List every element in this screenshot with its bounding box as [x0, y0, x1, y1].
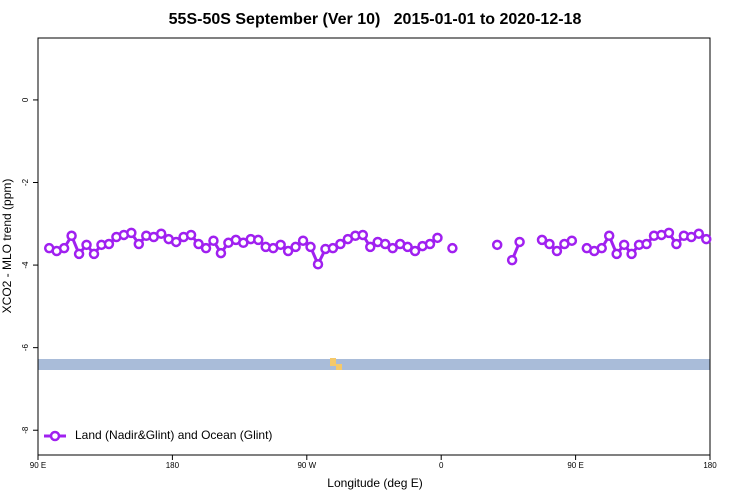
- data-point: [424, 238, 436, 250]
- data-point: [170, 236, 182, 248]
- data-point: [185, 229, 197, 241]
- data-point: [611, 248, 622, 260]
- data-point: [208, 235, 219, 246]
- surface-strip: [38, 359, 710, 370]
- data-point: [215, 247, 227, 259]
- legend-label: Land (Nadir&Glint) and Ocean (Glint): [75, 428, 272, 442]
- data-point: [275, 239, 286, 251]
- data-point: [506, 254, 518, 266]
- data-point: [365, 241, 376, 253]
- data-point: [379, 238, 391, 250]
- data-point: [73, 248, 85, 260]
- y-tick-label: -4: [21, 261, 30, 269]
- x-axis-label: Longitude (deg E): [327, 476, 422, 490]
- data-point: [693, 228, 705, 239]
- x-tick-label: 90 E: [30, 461, 46, 470]
- data-point: [155, 228, 167, 239]
- data-point: [701, 233, 712, 245]
- data-point: [103, 238, 115, 250]
- data-point: [357, 229, 369, 241]
- data-point: [126, 227, 137, 239]
- x-tick-label: 180: [166, 461, 180, 470]
- data-point: [491, 239, 503, 251]
- data-point: [312, 259, 324, 270]
- data-point: [335, 238, 346, 250]
- data-point: [66, 230, 77, 242]
- data-point: [432, 232, 443, 244]
- data-point: [641, 238, 652, 250]
- data-point: [626, 248, 637, 260]
- y-tick-label: -2: [21, 178, 30, 186]
- data-point: [253, 234, 264, 246]
- data-point: [387, 242, 398, 254]
- data-point: [58, 242, 70, 254]
- data-point: [447, 242, 458, 254]
- y-tick-label: 0: [21, 97, 30, 102]
- data-point: [514, 236, 525, 248]
- y-tick-label: -6: [21, 344, 30, 352]
- land-strip: [336, 364, 342, 370]
- data-point: [133, 238, 145, 250]
- data-point: [327, 242, 339, 254]
- chart-title: 55S-50S September (Ver 10) 2015-01-01 to…: [169, 11, 582, 28]
- legend-marker: [49, 430, 61, 442]
- data-point: [544, 238, 555, 250]
- data-point: [81, 239, 92, 251]
- x-tick-label: 90 W: [297, 461, 316, 470]
- data-point: [297, 235, 309, 246]
- data-point: [200, 242, 212, 254]
- data-point: [671, 238, 682, 250]
- data-point: [618, 239, 630, 251]
- plot-frame: [37, 37, 711, 456]
- data-point: [596, 242, 607, 254]
- x-tick-label: 90 E: [567, 461, 583, 470]
- y-axis-label: XCO2 - MLO trend (ppm): [0, 179, 14, 314]
- data-point: [603, 230, 615, 242]
- data-point: [305, 241, 316, 253]
- x-tick-label: 0: [439, 461, 444, 470]
- data-point: [193, 238, 204, 250]
- data-point: [402, 241, 413, 253]
- data-point: [566, 235, 578, 246]
- data-point: [290, 241, 301, 253]
- y-tick-label: -8: [21, 426, 30, 434]
- data-point: [282, 245, 294, 257]
- land-strip: [330, 358, 336, 366]
- data-point: [88, 248, 100, 260]
- data-point: [536, 234, 548, 246]
- data-point: [663, 227, 675, 239]
- x-tick-label: 180: [703, 461, 717, 470]
- data-point: [551, 245, 563, 257]
- data-point: [409, 245, 421, 257]
